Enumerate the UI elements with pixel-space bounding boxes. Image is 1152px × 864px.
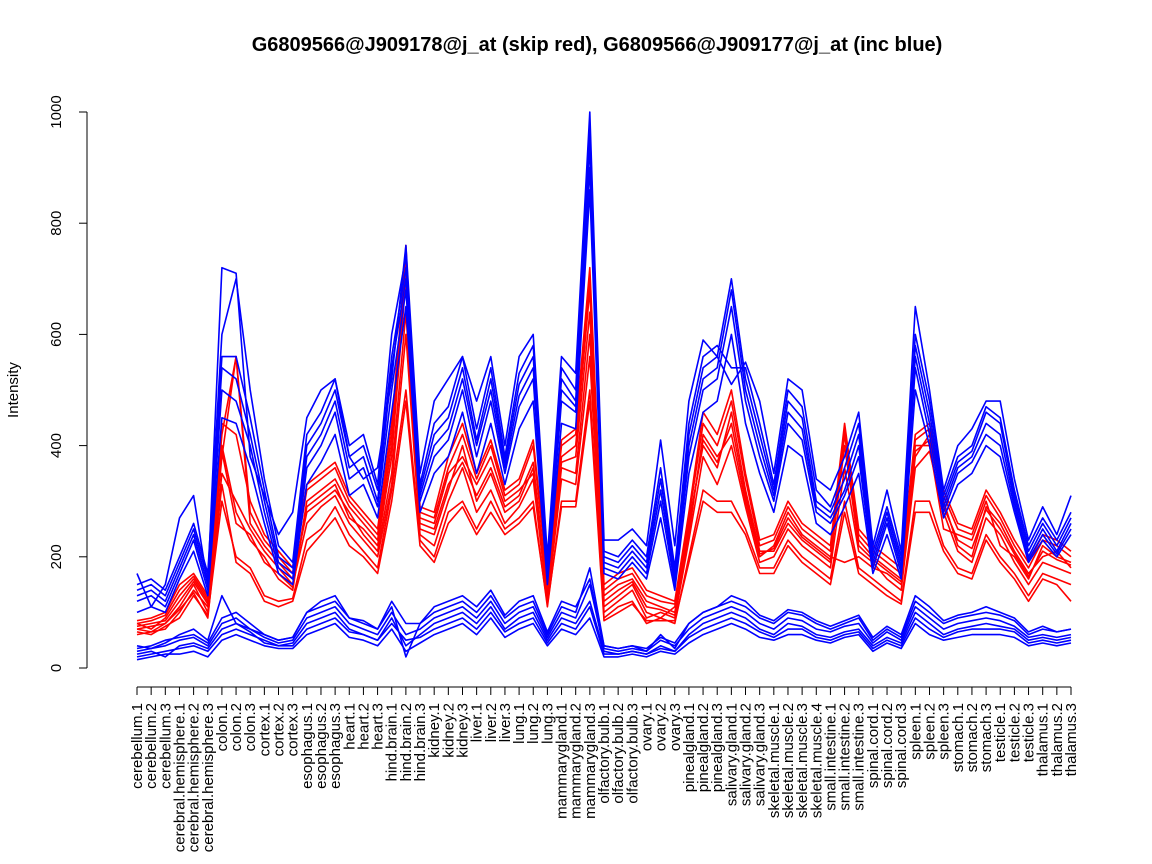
- x-tick-label: skeletal.muscle.1: [766, 703, 783, 818]
- x-tick-label: esophagus.2: [313, 703, 330, 789]
- x-tick-label: hind.brain.2: [398, 703, 415, 781]
- x-tick-label: cortex.1: [256, 703, 273, 756]
- y-axis: 0 200 400 600 800 1000: [48, 95, 88, 672]
- x-tick-label: spleen.1: [907, 703, 924, 760]
- y-tick-label: 200: [48, 544, 65, 569]
- x-tick-label: hind.brain.3: [412, 703, 429, 781]
- x-tick-label: stomach.3: [978, 703, 995, 772]
- x-tick-label: testicle.3: [1021, 703, 1038, 762]
- chart-title: G6809566@J909178@j_at (skip red), G68095…: [252, 34, 943, 56]
- x-tick-label: salivary.gland.3: [752, 703, 769, 806]
- y-tick-label: 0: [48, 664, 65, 672]
- x-tick-label: cerebellum.2: [143, 703, 160, 789]
- x-tick-label: lung.3: [539, 703, 556, 744]
- x-tick-label: skeletal.muscle.2: [780, 703, 797, 818]
- x-tick-label: small.intestine.1: [822, 703, 839, 811]
- series-line-14: [136, 189, 1072, 614]
- x-tick-label: ovary.2: [653, 703, 670, 751]
- x-tick-label: cerebellum.1: [129, 703, 146, 789]
- series-line-17: [136, 617, 1072, 661]
- series-line-19: [136, 605, 1072, 658]
- x-axis: cerebellum.1cerebellum.2cerebellum.3cere…: [129, 686, 1080, 852]
- x-tick-label: skeletal.muscle.3: [794, 703, 811, 818]
- x-tick-label: thalamus.1: [1035, 703, 1052, 776]
- x-tick-label: cerebral.hemisphere.1: [171, 703, 188, 852]
- x-tick-label: mammarygland.2: [568, 703, 585, 819]
- x-tick-label: kidney.1: [426, 703, 443, 758]
- y-tick-label: 1000: [48, 95, 65, 128]
- x-tick-label: salivary.gland.2: [738, 703, 755, 806]
- x-tick-label: salivary.gland.1: [723, 703, 740, 806]
- x-tick-label: ovary.3: [667, 703, 684, 751]
- x-tick-label: heart.1: [341, 703, 358, 750]
- x-tick-label: thalamus.3: [1063, 703, 1080, 776]
- x-tick-label: pinealgland.1: [681, 703, 698, 792]
- x-tick-label: colon.1: [214, 703, 231, 751]
- x-tick-label: heart.2: [355, 703, 372, 750]
- x-tick-label: esophagus.1: [299, 703, 316, 789]
- x-tick-label: small.intestine.3: [851, 703, 868, 811]
- x-tick-label: mammarygland.3: [582, 703, 599, 819]
- x-tick-label: thalamus.2: [1049, 703, 1066, 776]
- series-line-16: [136, 600, 1072, 658]
- x-tick-label: lung.1: [511, 703, 528, 744]
- x-tick-label: small.intestine.2: [837, 703, 854, 811]
- x-tick-label: olfactory.bulb.1: [596, 703, 613, 804]
- x-tick-label: stomach.1: [950, 703, 967, 772]
- x-tick-label: esophagus.3: [327, 703, 344, 789]
- x-tick-label: spinal.cord.3: [893, 703, 910, 788]
- y-axis-label: Intensity: [5, 362, 22, 418]
- x-tick-label: colon.2: [228, 703, 245, 751]
- x-tick-label: liver.2: [483, 703, 500, 742]
- x-tick-label: liver.1: [469, 703, 486, 742]
- series-line-4: [136, 277, 1072, 628]
- x-tick-label: pinealgland.2: [695, 703, 712, 792]
- x-tick-label: liver.3: [497, 703, 514, 742]
- series-line-7: [136, 400, 1072, 633]
- x-tick-label: cerebral.hemisphere.3: [200, 703, 217, 852]
- x-tick-label: pinealgland.3: [709, 703, 726, 792]
- x-tick-label: testicle.2: [1006, 703, 1023, 762]
- x-tick-label: cortex.3: [285, 703, 302, 756]
- y-tick-label: 600: [48, 322, 65, 347]
- x-tick-label: heart.3: [370, 703, 387, 750]
- x-tick-label: olfactory.bulb.2: [610, 703, 627, 804]
- x-tick-label: mammarygland.1: [554, 703, 571, 819]
- x-tick-label: cortex.2: [271, 703, 288, 756]
- series-line-20: [136, 578, 1072, 650]
- x-tick-label: kidney.2: [440, 703, 457, 758]
- x-tick-label: olfactory.bulb.3: [624, 703, 641, 804]
- x-tick-label: spinal.cord.2: [879, 703, 896, 788]
- x-tick-label: colon.3: [242, 703, 259, 751]
- x-tick-label: spinal.cord.1: [865, 703, 882, 788]
- x-tick-label: testicle.1: [992, 703, 1009, 762]
- x-tick-label: lung.2: [525, 703, 542, 744]
- x-tick-label: ovary.1: [638, 703, 655, 751]
- x-tick-label: kidney.3: [454, 703, 471, 758]
- x-tick-label: spleen.3: [936, 703, 953, 760]
- series-layer: [136, 111, 1072, 661]
- x-tick-label: spleen.2: [921, 703, 938, 760]
- x-tick-label: stomach.2: [964, 703, 981, 772]
- x-tick-label: skeletal.muscle.4: [808, 703, 825, 818]
- y-tick-label: 400: [48, 433, 65, 458]
- x-tick-label: cerebral.hemisphere.2: [186, 703, 203, 852]
- y-tick-label: 800: [48, 211, 65, 236]
- x-tick-label: hind.brain.1: [384, 703, 401, 781]
- x-tick-label: cerebellum.3: [157, 703, 174, 789]
- series-line-18: [136, 583, 1072, 653]
